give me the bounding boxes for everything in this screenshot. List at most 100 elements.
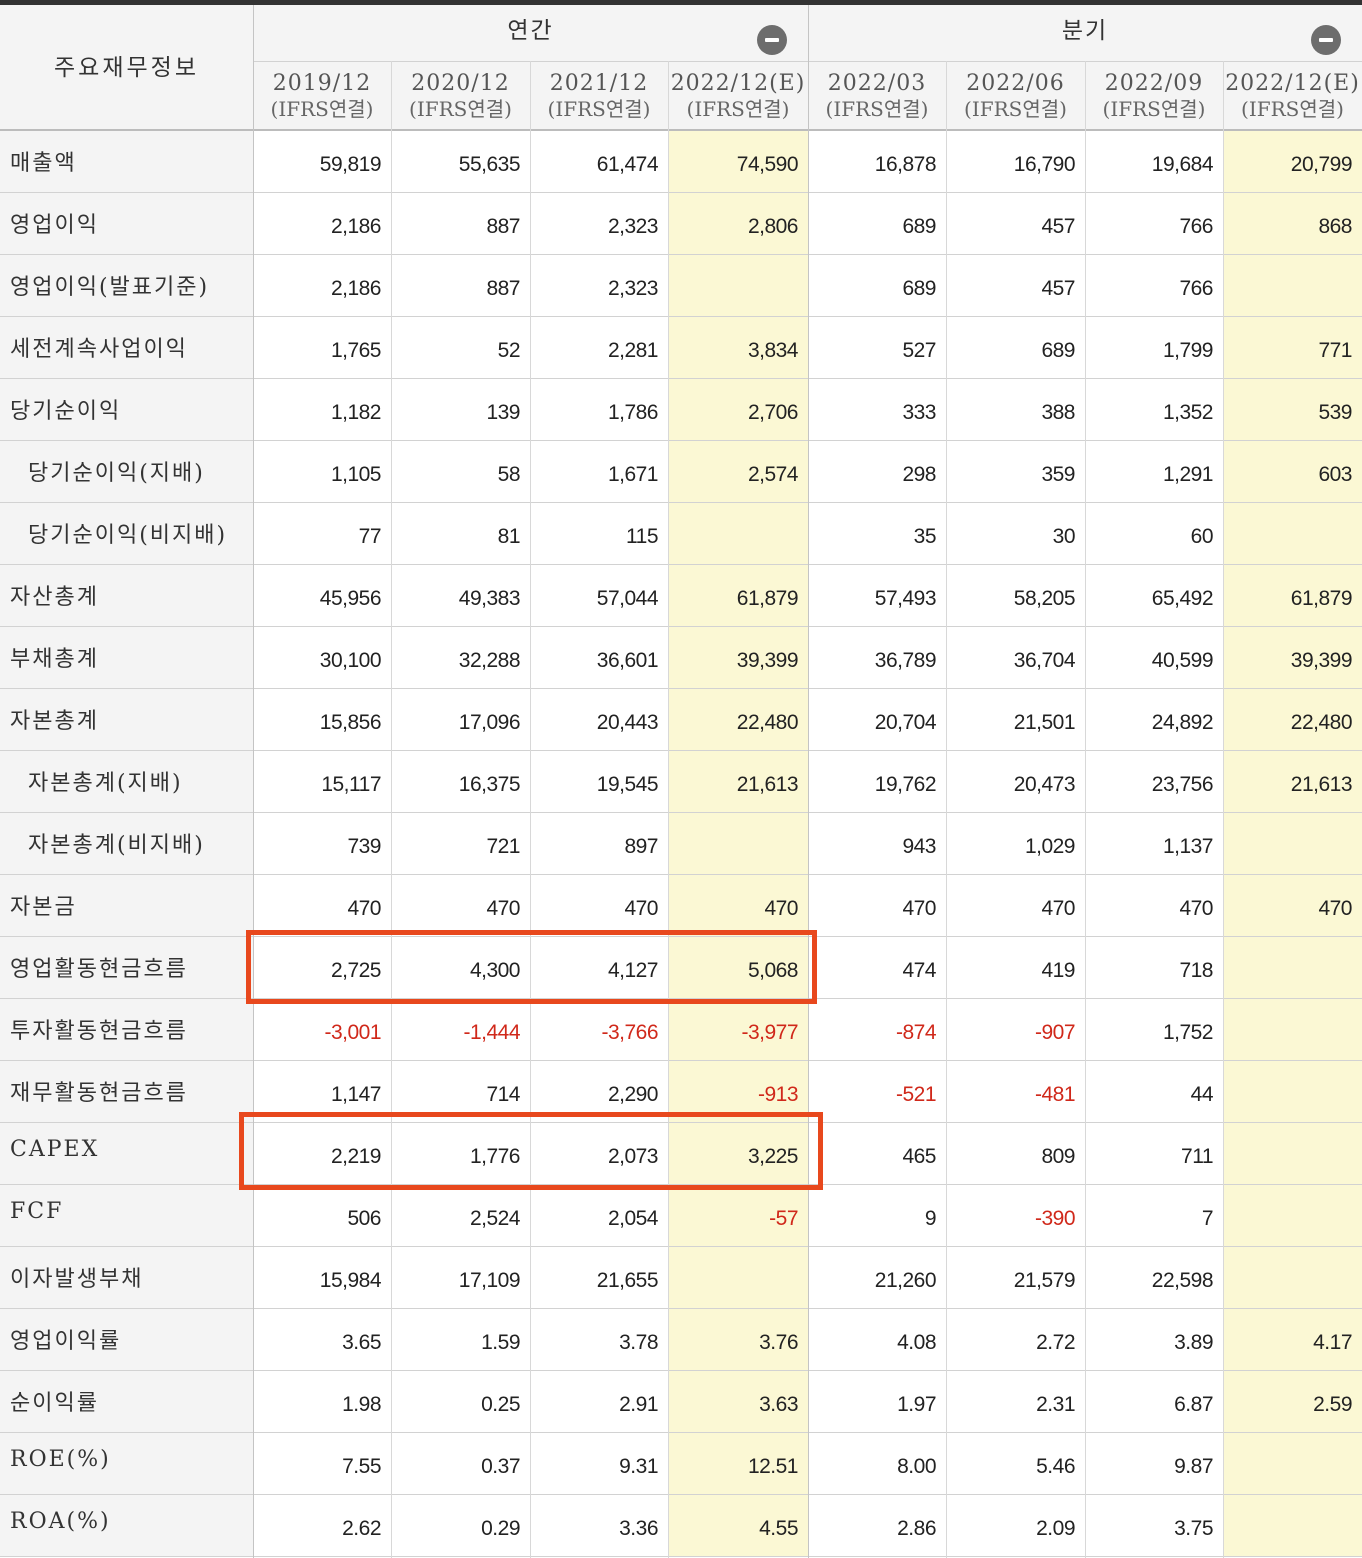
row-label: 투자활동현금흐름 (0, 999, 253, 1061)
table-cell: 81 (497, 525, 521, 548)
table-cell (1223, 1433, 1362, 1495)
row-divider (0, 1308, 1362, 1309)
table-cell: 0.29 (481, 1517, 520, 1540)
table-cell (1223, 1123, 1362, 1185)
minus-circle-icon[interactable] (1311, 25, 1341, 55)
table-cell: 2,186 (330, 277, 382, 300)
table-cell: 419 (1041, 959, 1075, 982)
group-header-annual: 연간 (253, 5, 808, 61)
table-cell: 9.87 (1174, 1455, 1213, 1478)
table-cell: 3.65 (342, 1331, 381, 1354)
column-divider (808, 5, 809, 1558)
row-divider (0, 1432, 1362, 1433)
table-cell: 527 (902, 339, 936, 362)
row-divider (0, 502, 1362, 503)
row-divider (0, 1370, 1362, 1371)
table-cell: 22,598 (1151, 1269, 1214, 1292)
table-cell: 16,790 (1013, 153, 1076, 176)
table-cell: 39,399 (668, 627, 808, 689)
minus-circle-icon[interactable] (757, 25, 787, 55)
table-cell: 16,878 (874, 153, 937, 176)
row-label: 재무활동현금흐름 (0, 1061, 253, 1123)
table-cell: 3.75 (1174, 1517, 1213, 1540)
column-date: 2020/12 (411, 71, 510, 96)
table-cell: 506 (347, 1207, 381, 1230)
table-cell: 2.62 (342, 1517, 381, 1540)
table-cell: 603 (1223, 441, 1362, 503)
table-cell: 470 (347, 897, 381, 920)
table-cell: 1,182 (330, 401, 382, 424)
table-cell: 3,834 (668, 317, 808, 379)
table-cell: 39,399 (1223, 627, 1362, 689)
table-cell: -874 (895, 1021, 937, 1044)
table-cell: 711 (1181, 1145, 1213, 1168)
table-cell: 4,127 (607, 959, 659, 982)
row-divider (0, 936, 1362, 937)
table-cell: 9.31 (619, 1455, 658, 1478)
table-cell: 2,323 (607, 215, 659, 238)
group-header-label: 분기 (1061, 18, 1109, 44)
table-cell: 5,068 (668, 937, 808, 999)
table-cell: 470 (1223, 875, 1362, 937)
table-cell: 298 (902, 463, 936, 486)
column-header: 2022/03 (IFRS연결) (808, 61, 946, 131)
table-cell: 44 (1190, 1083, 1214, 1106)
table-cell: -3,977 (668, 999, 808, 1061)
table-cell: 1,671 (607, 463, 659, 486)
column-divider (391, 61, 392, 1558)
table-cell: 943 (902, 835, 936, 858)
table-cell: 388 (1041, 401, 1075, 424)
table-cell: 2.72 (1036, 1331, 1075, 1354)
table-cell (1223, 1247, 1362, 1309)
table-cell: 52 (497, 339, 521, 362)
table-cell: 1,799 (1162, 339, 1214, 362)
table-cell: 61,879 (668, 565, 808, 627)
table-cell: 4.55 (668, 1495, 808, 1557)
table-cell: 2.31 (1036, 1393, 1075, 1416)
table-cell: 2,725 (330, 959, 382, 982)
row-label: 매출액 (0, 131, 253, 193)
table-cell: 2,706 (668, 379, 808, 441)
table-cell: 3.76 (668, 1309, 808, 1371)
table-cell (1223, 255, 1362, 317)
table-cell: 3.78 (619, 1331, 658, 1354)
table-cell: 2,073 (607, 1145, 659, 1168)
table-cell: 58,205 (1013, 587, 1076, 610)
row-label: 자본총계(지배) (0, 751, 253, 813)
table-cell: -913 (668, 1061, 808, 1123)
table-cell: 1,776 (469, 1145, 521, 1168)
table-cell: -390 (1034, 1207, 1076, 1230)
table-cell: 2,574 (668, 441, 808, 503)
row-label: 영업이익률 (0, 1309, 253, 1371)
row-label: 영업이익(발표기준) (0, 255, 253, 317)
table-cell: 6.87 (1174, 1393, 1213, 1416)
column-basis: (IFRS연결) (1102, 97, 1206, 121)
table-cell: 19,762 (874, 773, 937, 796)
table-cell: 16,375 (458, 773, 521, 796)
table-cell: 36,704 (1013, 649, 1076, 672)
table-cell (1223, 503, 1362, 565)
table-cell: 2,219 (330, 1145, 382, 1168)
table-cell: -481 (1034, 1083, 1076, 1106)
row-label: 순이익률 (0, 1371, 253, 1433)
table-cell: 1,291 (1162, 463, 1214, 486)
table-cell: 22,480 (1223, 689, 1362, 751)
row-label: 당기순이익(비지배) (0, 503, 253, 565)
table-cell: 19,545 (596, 773, 659, 796)
table-cell: 2,186 (330, 215, 382, 238)
column-basis: (IFRS연결) (1241, 97, 1344, 121)
column-header: 2020/12 (IFRS연결) (391, 61, 530, 131)
row-label: 영업활동현금흐름 (0, 937, 253, 999)
table-cell: 1.59 (481, 1331, 520, 1354)
table-cell (1223, 937, 1362, 999)
table-cell: 21,501 (1013, 711, 1076, 734)
table-cell: 12.51 (668, 1433, 808, 1495)
column-basis: (IFRS연결) (409, 97, 512, 121)
table-cell: 21,260 (874, 1269, 937, 1292)
table-cell: 868 (1223, 193, 1362, 255)
table-cell: 45,956 (319, 587, 382, 610)
table-cell: 57,493 (874, 587, 937, 610)
row-label: 자본총계 (0, 689, 253, 751)
row-label: 자본금 (0, 875, 253, 937)
table-cell: 17,109 (458, 1269, 521, 1292)
